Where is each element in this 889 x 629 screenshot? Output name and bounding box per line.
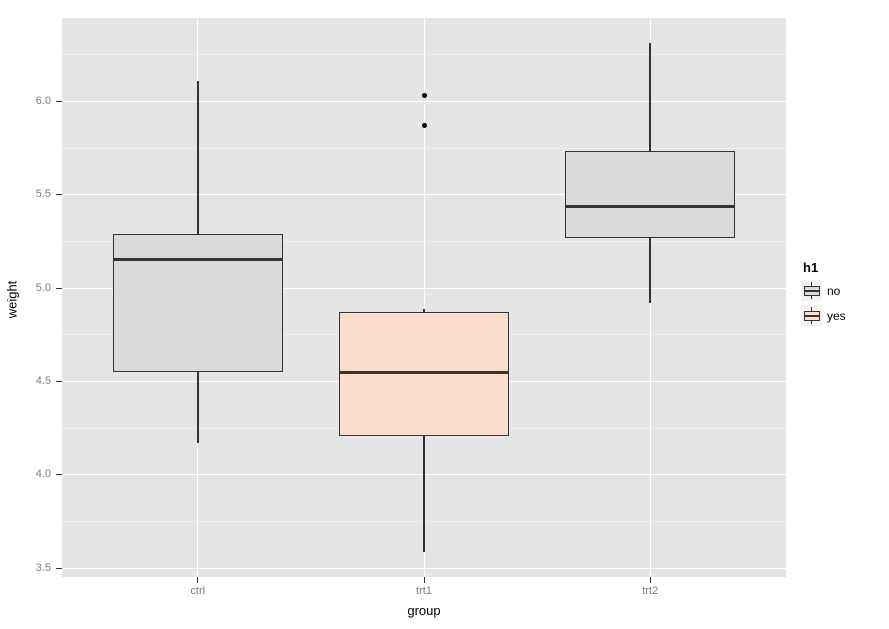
y-tick-label: 4.5 [35,375,51,388]
median-trt1 [339,370,509,374]
y-tick-mark [56,287,62,289]
y-tick-label: 5.0 [35,281,51,294]
median-ctrl [112,257,283,261]
y-tick-label: 5.5 [35,188,51,201]
y-axis-title: weight [4,280,20,319]
whisker-upper-trt2 [649,43,652,151]
whisker-lower-trt2 [649,238,652,304]
gridline-x-trt1 [423,18,425,577]
key-median-icon [804,315,820,317]
y-tick-label: 4.0 [35,468,51,481]
legend-title: h1 [803,260,819,275]
whisker-lower-trt1 [423,436,425,552]
y-tick-label: 3.5 [35,561,51,574]
x-tick-mark [423,577,425,583]
x-tick-label-ctrl: ctrl [190,585,206,597]
x-tick-mark [197,577,199,583]
legend-entry-no: no [801,280,846,301]
outlier-point [421,123,427,129]
x-tick-label-trt2: trt2 [642,585,659,597]
x-tick-mark [649,577,651,583]
legend-entry-yes: yes [801,305,846,326]
outlier-point [421,93,427,99]
x-axis-title: group [407,603,441,618]
boxplot-key-icon [801,280,822,301]
y-tick-mark [56,381,62,383]
boxplot-key-icon [801,305,822,326]
legend: h1 no yes [801,260,846,326]
y-tick-mark [56,100,62,102]
box-trt1 [339,312,509,437]
box-ctrl [112,233,283,373]
key-median-icon [804,290,820,292]
whisker-upper-ctrl [196,80,199,234]
legend-label-yes: yes [827,308,846,323]
plot-panel [62,18,786,577]
y-tick-mark [56,194,62,196]
whisker-lower-ctrl [196,372,199,444]
legend-label-no: no [827,283,841,298]
y-tick-label: 6.0 [35,94,51,107]
y-tick-mark [56,567,62,569]
box-trt2 [565,150,736,239]
y-tick-mark [56,474,62,476]
x-tick-label-trt1: trt1 [416,585,432,597]
whisker-upper-trt1 [423,308,425,313]
median-trt2 [565,205,736,209]
